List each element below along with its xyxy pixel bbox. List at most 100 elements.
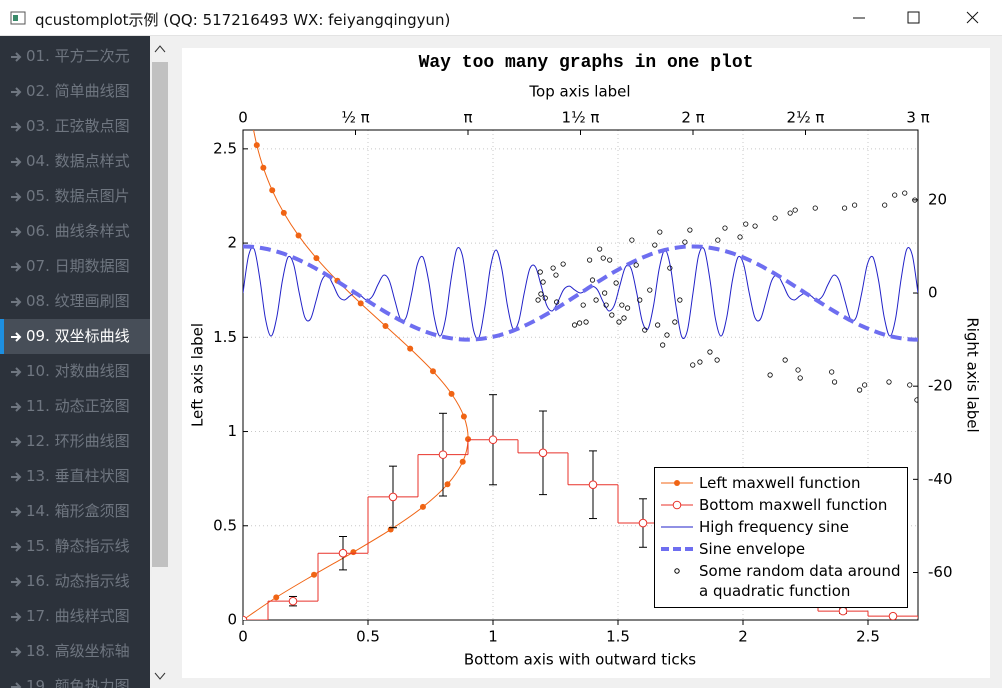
scatter-point <box>619 302 625 308</box>
close-button[interactable] <box>966 11 979 24</box>
nav-label: 07. 日期数据图 <box>26 257 130 275</box>
nav-item[interactable]: 17. 曲线样式图 <box>0 599 150 634</box>
scatter-point <box>652 242 658 248</box>
x2-tick-label: 2½ π <box>787 109 825 127</box>
nav-arrow <box>11 191 22 202</box>
nav-item[interactable]: 04. 数据点样式 <box>0 144 150 179</box>
scatter-point <box>682 239 688 245</box>
y-tick-label: 1.5 <box>213 328 237 346</box>
y2-tick-label: 20 <box>928 190 947 208</box>
nav-arrow <box>11 226 22 237</box>
scatter-point <box>714 357 720 363</box>
nav-item[interactable]: 14. 箱形盒须图 <box>0 494 150 529</box>
data-point <box>357 300 364 307</box>
data-point <box>888 611 898 620</box>
scatter-point <box>690 362 696 368</box>
minimize-button[interactable] <box>850 0 870 36</box>
y2-tick-label: -20 <box>928 377 953 395</box>
x-tick-label: 1 <box>488 628 498 646</box>
scatter-point <box>580 302 586 308</box>
nav-item[interactable]: 13. 垂直柱状图 <box>0 459 150 494</box>
scrollbar <box>150 36 170 688</box>
data-point <box>260 164 267 171</box>
scatter-point <box>602 290 608 296</box>
nav-item[interactable]: 09. 双坐标曲线 <box>0 319 150 354</box>
scatter-point <box>637 297 643 303</box>
scatter-point <box>829 369 835 375</box>
nav-item[interactable]: 12. 环形曲线图 <box>0 424 150 459</box>
scatter-point <box>553 272 559 278</box>
series-line <box>243 244 918 342</box>
nav-arrow <box>11 471 22 482</box>
error-bar <box>939 618 947 619</box>
nav-item[interactable]: 10. 对数曲线图 <box>0 354 150 389</box>
nav-item[interactable]: 03. 正弦散点图 <box>0 109 150 144</box>
nav-arrow <box>11 121 22 132</box>
legend-icon <box>661 500 693 510</box>
scatter-point <box>707 349 713 355</box>
chart-title: Way too many graphs in one plot <box>419 53 754 73</box>
scatter-point <box>660 342 666 348</box>
nav-label: 06. 曲线条样式 <box>26 222 130 240</box>
scatter-point <box>607 257 613 263</box>
scatter-point <box>677 297 683 303</box>
x-tick-label: 0.5 <box>356 628 380 646</box>
scrollbar-parts <box>152 45 168 680</box>
nav-label: 02. 简单曲线图 <box>26 82 130 100</box>
nav-label: 17. 曲线样式图 <box>26 607 130 625</box>
nav-item[interactable]: 05. 数据点图片 <box>0 179 150 214</box>
nav-item[interactable]: 16. 动态指示线 <box>0 564 150 599</box>
scatter-point <box>535 297 541 303</box>
nav-item[interactable]: 11. 动态正弦图 <box>0 389 150 424</box>
scatter-point <box>697 359 703 365</box>
scatter-point <box>616 319 622 325</box>
legend-entry: Bottom maxwell function <box>659 495 901 515</box>
scroll-down[interactable] <box>154 672 166 680</box>
y2-tick-label: -60 <box>928 563 953 581</box>
scatter-point <box>857 387 863 393</box>
top-axis-label: Top axis label <box>528 83 630 101</box>
data-point <box>350 549 357 556</box>
nav-label: 11. 动态正弦图 <box>26 397 130 415</box>
scatter-point <box>767 372 773 378</box>
nav-item[interactable]: 02. 简单曲线图 <box>0 74 150 109</box>
data-point <box>269 187 276 194</box>
nav-item[interactable]: 19. 颜色热力图 <box>0 669 150 688</box>
scatter-point <box>743 221 749 227</box>
scatter-point <box>772 215 778 221</box>
nav-item[interactable]: 06. 曲线条样式 <box>0 214 150 249</box>
app-icon <box>10 11 26 25</box>
data-point <box>460 413 467 420</box>
scatter-point <box>892 192 898 198</box>
scroll-up[interactable] <box>154 45 166 53</box>
sidebar: 01. 平方二次元 02. 简单曲线图 03. 正弦散点图 04. 数据点样式 05. … <box>0 36 150 688</box>
maximize-button[interactable] <box>907 11 920 24</box>
nav-item[interactable]: 07. 日期数据图 <box>0 249 150 284</box>
data-point <box>280 209 287 216</box>
scatter-point <box>722 225 728 231</box>
data-point <box>288 596 298 606</box>
nav-label: 15. 静态指示线 <box>26 537 130 555</box>
x2-tick-label: π <box>463 109 472 127</box>
scatter-point <box>571 322 578 328</box>
data-point <box>338 548 348 558</box>
scatter-point <box>862 382 868 388</box>
nav-label: 13. 垂直柱状图 <box>26 467 130 485</box>
scatter-point <box>613 280 619 286</box>
legend-label: Some random data around a quadratic func… <box>699 562 901 600</box>
scatter-point <box>672 319 678 325</box>
nav-item[interactable]: 15. 静态指示线 <box>0 529 150 564</box>
legend-entry: Some random data around a quadratic func… <box>659 561 901 601</box>
data-point <box>249 119 255 125</box>
scatter-point <box>657 229 663 235</box>
scatter-point <box>886 379 892 385</box>
scatter-point <box>538 291 544 297</box>
nav-item[interactable]: 08. 纹理画刷图 <box>0 284 150 319</box>
scatter-point <box>554 299 560 305</box>
nav-item[interactable]: 18. 高级坐标轴 <box>0 634 150 669</box>
scatter-point <box>550 265 556 271</box>
scatter-point <box>583 319 589 325</box>
nav-item[interactable]: 01. 平方二次元 <box>0 39 150 74</box>
scroll-thumb[interactable] <box>152 62 168 567</box>
